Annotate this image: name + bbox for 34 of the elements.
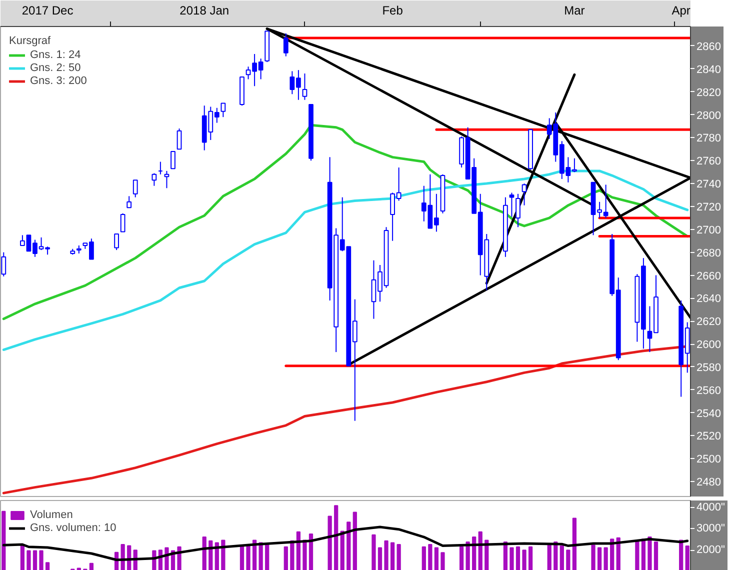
y-tick-label: 2740 [696, 178, 721, 191]
x-tick-label: 2017 Dec [22, 4, 74, 18]
y-tick-label: 2760 [696, 156, 721, 168]
legend-label: Gns. volumen: 10 [30, 522, 116, 534]
y-tick-label: 2860 [696, 40, 721, 53]
y-tick-label: 2840 [696, 64, 721, 76]
legend-title: Kursgraf [9, 35, 52, 47]
y-tick-label: 4000" [696, 501, 725, 514]
y-tick-label: 2780 [696, 132, 721, 145]
y-tick-label: 2520 [696, 430, 721, 443]
y-tick-label: 2640 [696, 293, 721, 306]
y-tick-label: 2000" [696, 544, 725, 556]
y-tick-label: 2820 [696, 86, 721, 99]
y-tick-label: 2480 [696, 476, 721, 489]
x-tick-label: Feb [382, 4, 404, 18]
legend-label: Gns. 3: 200 [30, 75, 87, 87]
x-tick-label: Apr [672, 4, 690, 18]
legend-label: Volumen [30, 509, 73, 521]
y-tick-label: 3000" [696, 522, 725, 535]
y-tick-label: 2560 [696, 384, 721, 397]
x-tick-label: 2018 Jan [180, 4, 230, 18]
y-tick-label: 2500 [696, 454, 721, 466]
legend-label: Gns. 2: 50 [30, 62, 81, 74]
y-tick-label: 2800 [696, 110, 721, 122]
y-tick-label: 2580 [696, 362, 721, 374]
x-tick-label: Mar [564, 4, 585, 18]
y-tick-label: 2700 [696, 224, 721, 236]
y-tick-label: 2680 [696, 247, 721, 260]
y-tick-label: 2540 [696, 408, 721, 420]
y-tick-label: 2620 [696, 316, 721, 328]
y-tick-label: 2660 [696, 270, 721, 282]
y-tick-label: 2720 [696, 201, 721, 214]
legend-label: Gns. 1: 24 [30, 49, 81, 61]
y-tick-label: 2600 [696, 339, 721, 352]
